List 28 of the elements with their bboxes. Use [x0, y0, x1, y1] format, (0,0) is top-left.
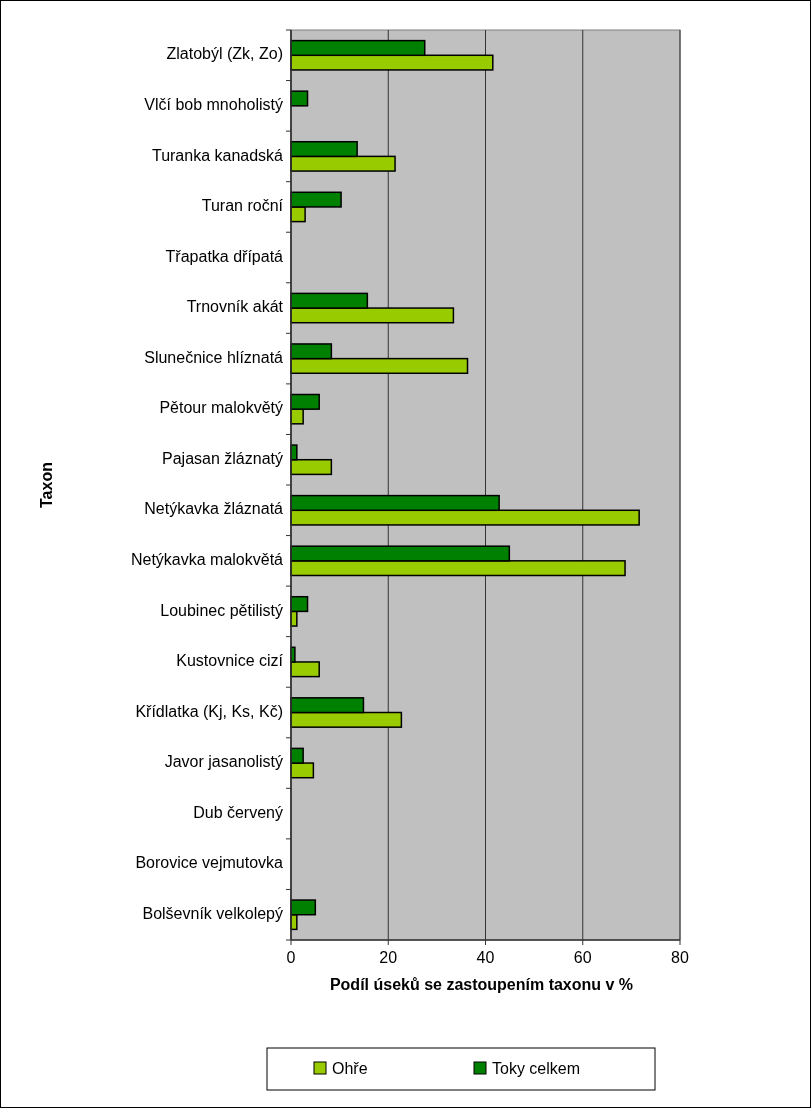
- legend-label: Toky celkem: [492, 1060, 581, 1077]
- y-tick-label: Turanka kanadská: [151, 146, 284, 164]
- y-tick-label: Dub červený: [193, 803, 283, 821]
- y-tick-label: Turan roční: [201, 197, 284, 215]
- y-axis-title: Taxon: [38, 462, 55, 508]
- y-tick-label: Pajasan žláznatý: [162, 449, 283, 467]
- legend-label: Ohře: [332, 1060, 368, 1077]
- y-tick-label: Třapatka dřípatá: [165, 247, 284, 265]
- x-tick-label: 80: [671, 949, 689, 966]
- bar: [290, 90, 309, 107]
- y-tick-label: Netýkavka žláznatá: [144, 500, 284, 518]
- y-tick-label: Kustovnice cizí: [176, 652, 284, 670]
- x-tick-label: 60: [573, 949, 592, 966]
- y-tick-label: Zlatobýl (Zk, Zo): [166, 45, 283, 63]
- y-tick-label: Vlčí bob mnoholistý: [144, 96, 283, 114]
- y-tick-label: Pětour malokvětý: [159, 399, 283, 417]
- x-axis-title: Podíl úseků se zastoupením taxonu v %: [329, 976, 634, 993]
- y-tick-label: Bolševník velkolepý: [142, 904, 283, 922]
- x-tick-label: 40: [476, 949, 495, 966]
- x-tick-label: 0: [286, 949, 296, 966]
- y-tick-label: Javor jasanolistý: [164, 753, 283, 771]
- y-tick-label: Křídlatka (Kj, Ks, Kč): [135, 702, 283, 720]
- y-tick-label: Loubinec pětilistý: [160, 601, 283, 619]
- y-tick-label: Borovice vejmutovka: [135, 854, 284, 872]
- x-tick-label: 20: [379, 949, 398, 966]
- y-tick-label: Slunečnice hlíznatá: [144, 348, 284, 366]
- y-tick-label: Trnovník akát: [186, 298, 284, 316]
- y-tick-label: Netýkavka malokvětá: [130, 551, 284, 569]
